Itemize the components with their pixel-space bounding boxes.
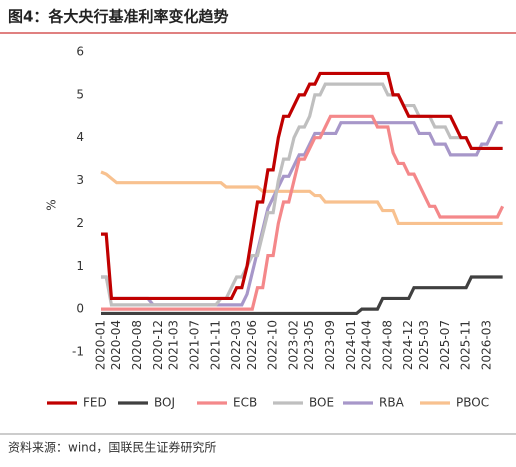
x-tick-label: 2022-10 <box>266 320 280 370</box>
x-tick-label: 2024-04 <box>360 320 374 370</box>
y-tick-label: 3 <box>76 173 84 187</box>
y-tick-label: 5 <box>76 87 84 101</box>
x-tick-label: 2025-03 <box>417 320 431 370</box>
x-tick-label: 2024-01 <box>344 320 358 370</box>
x-tick-label: 2024-12 <box>401 320 415 370</box>
x-tick-label: 2020-08 <box>130 320 144 370</box>
x-tick-label: 2021-11 <box>208 320 222 370</box>
x-tick-label: 2026-03 <box>479 320 493 370</box>
series-line <box>100 170 503 226</box>
chart-title: 图4：各大央行基准利率变化趋势 <box>8 8 228 26</box>
x-tick-label: 2023-05 <box>302 320 316 370</box>
x-tick-label: 2020-04 <box>109 320 123 370</box>
y-tick-label: 4 <box>76 130 84 144</box>
series-line <box>101 82 503 307</box>
x-tick-label: 2023-09 <box>323 320 337 370</box>
x-tick-label: 2023-02 <box>286 320 300 370</box>
y-tick-label: 2 <box>76 216 84 230</box>
y-tick-label: 1 <box>76 259 84 273</box>
y-axis-label: % <box>45 199 59 210</box>
x-tick-label: 2022-03 <box>229 320 243 370</box>
x-tick-label: 2025-11 <box>459 320 473 370</box>
legend-label: BOE <box>309 396 334 410</box>
x-tick-label: 2021-03 <box>167 320 181 370</box>
x-tick-label: 2024-08 <box>380 320 394 370</box>
series-line <box>101 121 503 307</box>
x-tick-label: 2020-12 <box>151 320 165 370</box>
x-tick-label: 2025-07 <box>438 320 452 370</box>
legend-label: RBA <box>379 396 405 410</box>
series-line <box>101 71 503 301</box>
series-line <box>101 114 505 311</box>
x-tick-label: 2022-06 <box>245 320 259 370</box>
series-line <box>101 275 503 316</box>
legend-label: PBOC <box>456 396 489 410</box>
y-tick-label: 6 <box>76 45 84 59</box>
source-note: 资料来源：wind，国联民生证券研究所 <box>8 440 216 455</box>
y-tick-label: -1 <box>72 345 84 359</box>
legend-label: BOJ <box>154 396 175 410</box>
legend-label: ECB <box>233 396 257 410</box>
x-tick-label: 2020-01 <box>94 320 108 370</box>
x-tick-label: 2021-07 <box>187 320 201 370</box>
y-tick-label: 0 <box>76 302 84 316</box>
legend-label: FED <box>83 396 107 410</box>
